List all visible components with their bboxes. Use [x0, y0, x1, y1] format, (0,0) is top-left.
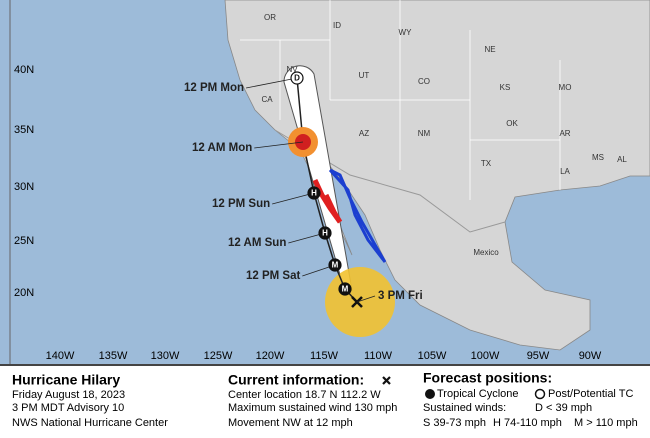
forecast-label: 12 AM Mon	[192, 142, 252, 154]
leader-line	[356, 295, 376, 303]
marker-letter: H	[311, 189, 317, 198]
forecast-label: 12 PM Sun	[212, 198, 270, 210]
storm-date: Friday August 18, 2023	[12, 389, 125, 401]
forecast-marker	[290, 71, 304, 85]
storm-advisory: 3 PM MDT Advisory 10	[12, 402, 124, 414]
region-label: KS	[500, 83, 511, 92]
warning-line	[312, 178, 343, 224]
lon-label: 130W	[151, 350, 180, 362]
region-label: AZ	[359, 129, 369, 138]
storm-agency: NWS National Hurricane Center	[12, 417, 168, 429]
forecast-marker	[328, 258, 342, 272]
region-label: CA	[261, 95, 273, 104]
region-label: WY	[399, 28, 413, 37]
lon-label: 135W	[99, 350, 128, 362]
lat-label: 25N	[14, 235, 34, 247]
s-label: S 39-73 mph	[423, 417, 486, 429]
lat-label: 35N	[14, 124, 34, 136]
forecast-marker	[307, 186, 321, 200]
current-wind: Maximum sustained wind 130 mph	[228, 402, 397, 414]
region-label: NM	[418, 129, 431, 138]
marker-letter: M	[342, 285, 349, 294]
forecast-title: Forecast positions:	[423, 370, 552, 386]
forecast-label: 12 AM Sun	[228, 237, 286, 249]
current-title: Current information:	[228, 372, 364, 388]
marker-letter: M	[332, 261, 339, 270]
region-label: LA	[560, 167, 570, 176]
lat-label: 40N	[14, 64, 34, 76]
lon-label: 95W	[527, 350, 550, 362]
region-label: ID	[333, 21, 341, 30]
lon-label: 105W	[418, 350, 447, 362]
region-label: TX	[481, 159, 492, 168]
marker-letter: D	[294, 74, 300, 83]
region-label: OK	[506, 119, 518, 128]
winds-label: Sustained winds:	[423, 402, 506, 414]
lat-label: 30N	[14, 181, 34, 193]
forecast-marker	[318, 226, 332, 240]
region-label: UT	[359, 71, 370, 80]
post-label: Post/Potential TC	[548, 388, 633, 400]
region-label: NV	[286, 65, 298, 74]
forecast-label: 3 PM Fri	[378, 290, 423, 302]
current-movement: Movement NW at 12 mph	[228, 417, 353, 429]
lon-label: 140W	[46, 350, 75, 362]
current-symbol	[382, 376, 391, 385]
leader-line	[272, 192, 315, 205]
lat-label: 20N	[14, 287, 34, 299]
forecast-label: 12 PM Sat	[246, 270, 300, 282]
lon-label: 120W	[256, 350, 285, 362]
ptc-symbol	[534, 388, 546, 400]
leader-line	[245, 77, 298, 89]
leader-line	[254, 141, 304, 149]
h-label: H 74-110 mph	[493, 417, 562, 429]
region-label: CO	[418, 77, 430, 86]
lon-label: 100W	[471, 350, 500, 362]
lon-label: 115W	[310, 350, 339, 362]
land	[224, 0, 650, 351]
region-label: AL	[617, 155, 627, 164]
d-label: D < 39 mph	[535, 402, 592, 414]
region-label: MO	[559, 83, 572, 92]
current-location: Center location 18.7 N 112.2 W	[228, 389, 381, 401]
forecast-label: 12 PM Mon	[184, 82, 244, 94]
lon-label: 125W	[204, 350, 233, 362]
region-label: NE	[484, 45, 495, 54]
lon-label: 110W	[364, 350, 393, 362]
region-label: Mexico	[473, 248, 499, 257]
lon-label: 90W	[579, 350, 602, 362]
m-label: M > 110 mph	[574, 417, 638, 429]
forecast-marker	[338, 282, 352, 296]
region-label: OR	[264, 13, 276, 22]
watch-line	[328, 168, 387, 263]
tc-symbol	[425, 389, 435, 399]
tropical-label: Tropical Cyclone	[437, 388, 519, 400]
region-label: AR	[559, 129, 570, 138]
state-lines	[240, 0, 561, 200]
marker-letter: H	[322, 229, 328, 238]
region-label: MS	[592, 153, 604, 162]
storm-title: Hurricane Hilary	[12, 372, 120, 388]
